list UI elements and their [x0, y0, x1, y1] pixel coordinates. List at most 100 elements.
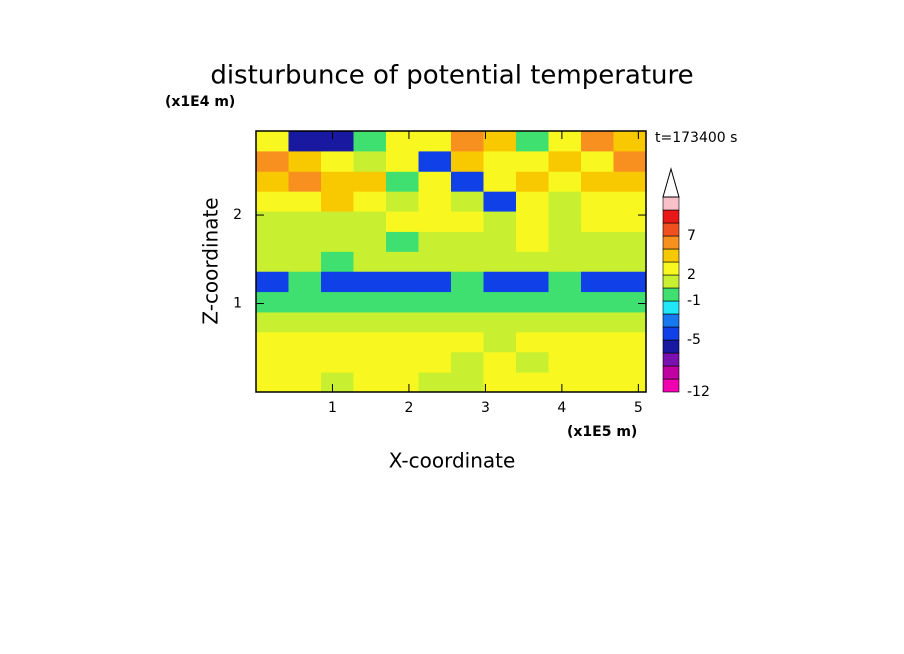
y-axis-label: Z-coordinate — [199, 197, 223, 324]
contour-cell — [256, 211, 289, 232]
contour-cell — [256, 351, 289, 373]
contour-cell — [353, 171, 387, 192]
contour-cell — [321, 271, 354, 293]
contour-cell — [386, 311, 419, 333]
contour-cell — [581, 372, 614, 393]
colorbar-label: -12 — [687, 384, 710, 400]
contour-cell — [516, 211, 549, 232]
contour-cell — [321, 211, 354, 232]
contour-cell — [451, 331, 484, 353]
contour-cell — [288, 251, 322, 272]
contour-cell — [256, 311, 289, 333]
contour-cell — [483, 311, 517, 333]
contour-cell — [418, 331, 452, 353]
colorbar-box — [662, 235, 680, 250]
contour-cell — [613, 271, 647, 293]
contour-cell — [581, 171, 614, 192]
contour-cell — [581, 331, 614, 353]
contour-cell — [321, 150, 354, 172]
contour-cell — [386, 351, 419, 373]
contour-cell — [451, 150, 484, 172]
contour-cell — [451, 191, 484, 212]
contour-cell — [451, 291, 484, 313]
contour-cell — [548, 131, 582, 152]
contour-cell — [613, 311, 647, 333]
contour-cell — [516, 372, 549, 393]
contour-cell — [321, 311, 354, 333]
axes: 1 2 3 4 5 1 2 — [233, 130, 647, 416]
contour-cell — [321, 191, 354, 212]
contour-cell — [256, 291, 289, 313]
contour-cell — [451, 372, 484, 393]
contour-cell — [418, 311, 452, 333]
colorbar-box — [662, 222, 680, 237]
contour-cell — [548, 291, 582, 313]
contour-cell — [548, 171, 582, 192]
contour-cell — [256, 251, 289, 272]
contour-cell — [353, 372, 387, 393]
contour-cell — [483, 372, 517, 393]
colorbar-box — [662, 196, 680, 211]
contour-cell — [548, 191, 582, 212]
contour-cell — [386, 171, 419, 192]
contour-cell — [256, 171, 289, 192]
colorbar-box — [662, 339, 680, 354]
contour-cell — [548, 372, 582, 393]
contour-cell — [451, 171, 484, 192]
contour-cell — [548, 271, 582, 293]
contour-cell — [581, 311, 614, 333]
colorbar-box — [662, 274, 680, 289]
contour-cell — [386, 331, 419, 353]
contour-cell — [321, 331, 354, 353]
x-tick-label: 4 — [557, 400, 566, 416]
contour-cell — [581, 191, 614, 212]
contour-cell — [288, 171, 322, 192]
contour-cell — [353, 131, 387, 152]
contour-cell — [321, 291, 354, 313]
contour-cell — [321, 351, 354, 373]
contour-cell — [256, 331, 289, 353]
contour-cell — [418, 171, 452, 192]
contour-cell — [451, 311, 484, 333]
contour-cell — [288, 311, 322, 333]
contour-cell — [483, 211, 517, 232]
contour-cell — [288, 211, 322, 232]
contour-cell — [386, 291, 419, 313]
contour-cell — [418, 231, 452, 252]
contour-cell — [548, 211, 582, 232]
contour-cell — [321, 372, 354, 393]
contour-cell — [581, 150, 614, 172]
contour-field — [256, 131, 647, 393]
contour-cell — [613, 131, 647, 152]
contour-cell — [353, 271, 387, 293]
contour-cell — [483, 291, 517, 313]
colorbar-box — [662, 378, 680, 393]
contour-cell — [483, 171, 517, 192]
colorbar-box — [662, 261, 680, 276]
contour-cell — [386, 251, 419, 272]
contour-cell — [516, 131, 549, 152]
contour-cell — [418, 351, 452, 373]
contour-cell — [321, 231, 354, 252]
x-tick-label: 5 — [634, 400, 643, 416]
contour-cell — [451, 211, 484, 232]
contour-cell — [256, 231, 289, 252]
contour-cell — [516, 231, 549, 252]
contour-cell — [483, 150, 517, 172]
contour-cell — [256, 271, 289, 293]
contour-cell — [418, 291, 452, 313]
colorbar-box — [662, 300, 680, 315]
colorbar-label: 2 — [687, 267, 696, 283]
contour-cell — [613, 291, 647, 313]
y-tick-label: 2 — [233, 207, 242, 223]
contour-cell — [321, 171, 354, 192]
colorbar-box — [662, 352, 680, 367]
contour-cell — [581, 291, 614, 313]
contour-cell — [516, 271, 549, 293]
contour-cell — [418, 211, 452, 232]
colorbar-extend — [662, 167, 680, 198]
contour-cell — [516, 351, 549, 373]
contour-cell — [451, 251, 484, 272]
contour-cell — [386, 231, 419, 252]
contour-cell — [256, 191, 289, 212]
